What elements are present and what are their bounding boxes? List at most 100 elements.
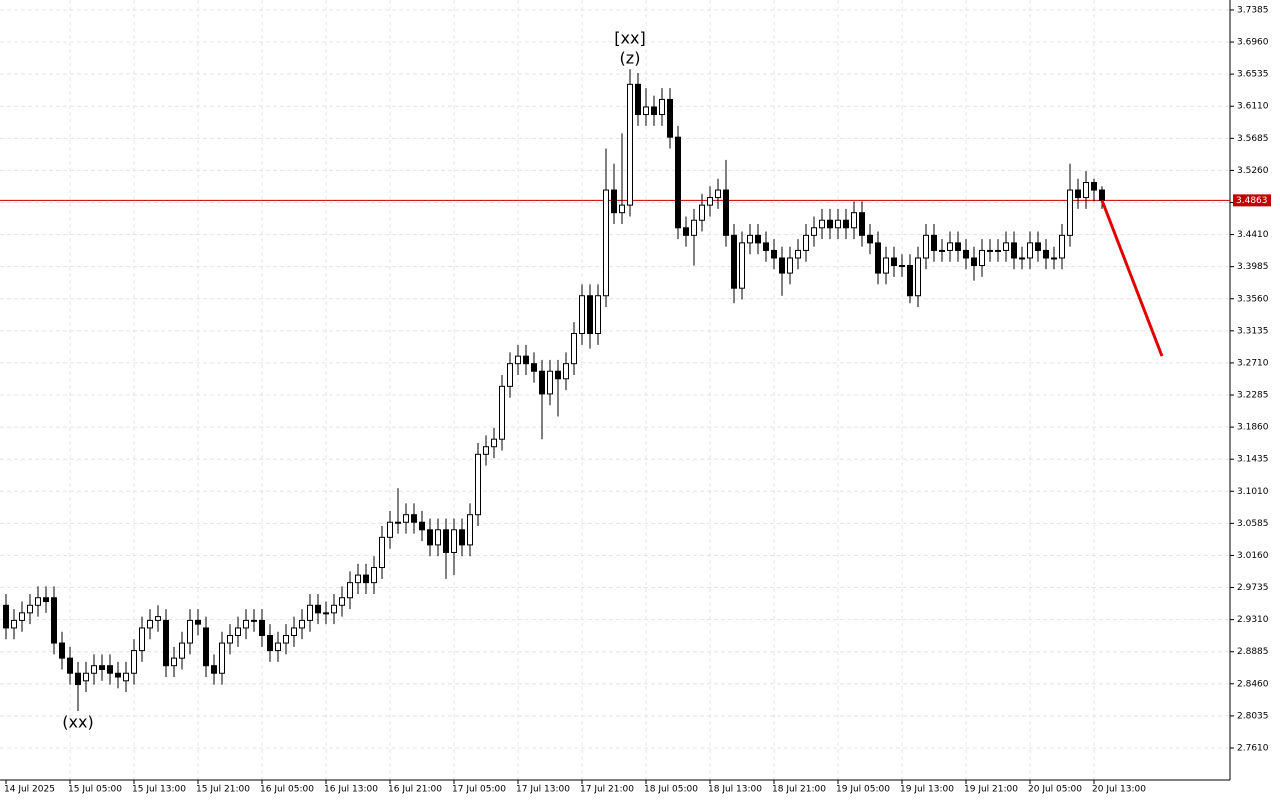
x-tick-label: 18 Jul 21:00 xyxy=(772,785,826,795)
candle-body xyxy=(451,529,457,553)
x-tick-label: 15 Jul 05:00 xyxy=(68,785,122,795)
candle-body xyxy=(835,219,841,229)
candle-body xyxy=(571,332,577,365)
wave-label: (z) xyxy=(620,49,641,68)
candle-body xyxy=(523,355,529,365)
candle-body xyxy=(723,189,729,236)
y-tick-label: 3.6960 xyxy=(1237,38,1269,48)
wave-label: [xx] xyxy=(614,29,645,48)
candle-body xyxy=(947,242,953,251)
candle-body xyxy=(931,234,937,251)
candle-body xyxy=(251,619,257,622)
y-tick-label: 2.8885 xyxy=(1237,647,1269,657)
candle-body xyxy=(219,642,225,674)
candle-body xyxy=(1035,242,1041,251)
candle-body xyxy=(339,597,345,606)
candle-body xyxy=(363,574,369,584)
y-tick-label: 3.1435 xyxy=(1237,455,1269,465)
candle-body xyxy=(267,634,273,652)
x-tick-label: 16 Jul 13:00 xyxy=(324,785,378,795)
x-tick-label: 18 Jul 05:00 xyxy=(644,785,698,795)
candle-body xyxy=(619,204,625,214)
candle-body xyxy=(555,370,561,380)
candle-body xyxy=(531,363,537,372)
candle-body xyxy=(475,453,481,516)
candle-body xyxy=(859,212,865,236)
candle-body xyxy=(883,257,889,274)
candle-body xyxy=(1027,242,1033,259)
candle-body xyxy=(995,249,1001,252)
y-tick-label: 3.2285 xyxy=(1237,391,1269,401)
candle-body xyxy=(347,582,353,599)
candle-body xyxy=(59,642,65,659)
x-tick-label: 19 Jul 21:00 xyxy=(964,785,1018,795)
candle-body xyxy=(587,295,593,334)
x-tick-label: 20 Jul 05:00 xyxy=(1028,785,1082,795)
candle-body xyxy=(1003,242,1009,251)
candle-body xyxy=(459,529,465,546)
candle-body xyxy=(411,514,417,523)
x-tick-label: 15 Jul 21:00 xyxy=(196,785,250,795)
candle-body xyxy=(155,616,161,621)
candle-body xyxy=(963,249,969,259)
candle-body xyxy=(715,189,721,199)
candle-body xyxy=(1011,242,1017,259)
y-tick-label: 3.3985 xyxy=(1237,262,1269,272)
x-tick-label: 18 Jul 13:00 xyxy=(708,785,762,795)
y-tick-label: 3.2710 xyxy=(1237,358,1269,368)
candle-body xyxy=(1019,257,1025,260)
candle-body xyxy=(499,385,505,440)
candle-body xyxy=(811,227,817,236)
candle-body xyxy=(435,529,441,546)
candle-body xyxy=(795,249,801,259)
candle-body xyxy=(731,234,737,289)
y-tick-label: 3.6535 xyxy=(1237,70,1269,80)
y-tick-label: 3.3135 xyxy=(1237,326,1269,336)
candle-body xyxy=(643,106,649,116)
y-tick-label: 3.3560 xyxy=(1237,294,1269,304)
candle-body xyxy=(539,370,545,395)
candle-body xyxy=(707,197,713,206)
y-tick-label: 3.5260 xyxy=(1237,166,1269,176)
candle-body xyxy=(371,567,377,584)
candle-body xyxy=(91,665,97,674)
candle-body xyxy=(419,521,425,531)
candle-body xyxy=(547,370,553,395)
x-tick-label: 20 Jul 13:00 xyxy=(1092,785,1146,795)
y-tick-label: 3.6110 xyxy=(1237,102,1269,112)
candle-body xyxy=(83,672,89,682)
candle-body xyxy=(979,249,985,267)
candle-body xyxy=(227,634,233,644)
candle-body xyxy=(387,521,393,538)
candle-body xyxy=(1051,257,1057,260)
candle-body xyxy=(515,355,521,365)
x-tick-label: 19 Jul 05:00 xyxy=(836,785,890,795)
forecast-line xyxy=(1100,199,1164,357)
candle-body xyxy=(323,612,329,615)
y-tick-label: 2.7610 xyxy=(1237,743,1269,753)
candle-body xyxy=(1059,234,1065,259)
y-tick-label: 3.0585 xyxy=(1237,519,1269,529)
candle-body xyxy=(107,665,113,674)
candle-body xyxy=(787,257,793,274)
x-tick-label: 16 Jul 05:00 xyxy=(260,785,314,795)
candle-body xyxy=(1099,189,1105,201)
candle-body xyxy=(971,257,977,267)
candle-body xyxy=(203,627,209,667)
candle-body xyxy=(891,257,897,267)
candle-body xyxy=(11,619,17,629)
candle-body xyxy=(483,446,489,455)
candle-body xyxy=(67,657,73,674)
y-tick-label: 3.4410 xyxy=(1237,230,1269,240)
y-tick-label: 2.9310 xyxy=(1237,615,1269,625)
candle-body xyxy=(843,219,849,229)
candle-body xyxy=(3,604,9,629)
candle-body xyxy=(427,529,433,546)
candle-body xyxy=(307,604,313,621)
candle-body xyxy=(1075,189,1081,199)
candle-body xyxy=(851,212,857,229)
candle-body xyxy=(651,106,657,116)
candle-body xyxy=(1043,249,1049,259)
candle-body xyxy=(915,257,921,297)
